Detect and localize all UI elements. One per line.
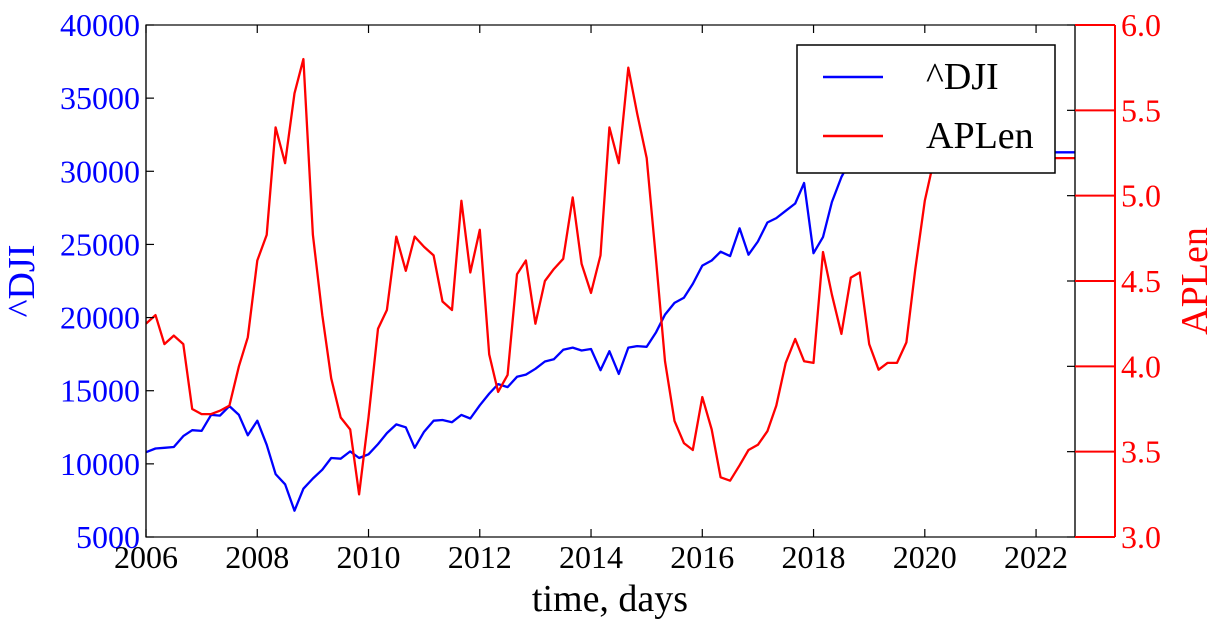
x-tick-label: 2018 (782, 539, 846, 575)
x-tick-label: 2008 (225, 539, 289, 575)
left-tick-label: 30000 (60, 153, 140, 189)
x-tick-label: 2014 (559, 539, 623, 575)
ticks-layer: 2006 2008 2010 2012 2014 2016 2018 2020 2022 5000… (60, 7, 1161, 575)
right-tick-label: 4.0 (1121, 348, 1161, 384)
left-tick-label: 25000 (60, 226, 140, 262)
x-axis-label: time, days (532, 578, 688, 620)
left-axis-label: ^DJI (1, 245, 43, 318)
left-tick-label: 20000 (60, 300, 140, 336)
right-axis-label: APLen (1174, 227, 1216, 335)
series-line-aplen (146, 57, 1075, 496)
right-tick-label: 3.5 (1121, 434, 1161, 470)
legend-box (796, 44, 1056, 174)
left-tick-label: 5000 (76, 519, 140, 555)
legend-label-aplen: APLen (926, 115, 1034, 157)
right-tick-label: 5.0 (1121, 178, 1161, 214)
legend-label-dji: ^DJI (926, 56, 999, 98)
right-tick-label: 6.0 (1121, 7, 1161, 43)
x-tick-label: 2022 (1004, 539, 1068, 575)
x-tick-label: 2020 (893, 539, 957, 575)
left-tick-label: 15000 (60, 373, 140, 409)
legend: ^DJI APLen (796, 44, 1056, 174)
right-tick-label: 4.5 (1121, 263, 1161, 299)
x-tick-label: 2010 (337, 539, 401, 575)
x-tick-label: 2012 (448, 539, 512, 575)
left-tick-label: 40000 (60, 7, 140, 43)
x-tick-label: 2006 (114, 539, 178, 575)
right-tick-label: 5.5 (1121, 92, 1161, 128)
right-tick-label: 3.0 (1121, 519, 1161, 555)
x-tick-label: 2016 (670, 539, 734, 575)
left-tick-label: 10000 (60, 446, 140, 482)
left-tick-label: 35000 (60, 80, 140, 116)
